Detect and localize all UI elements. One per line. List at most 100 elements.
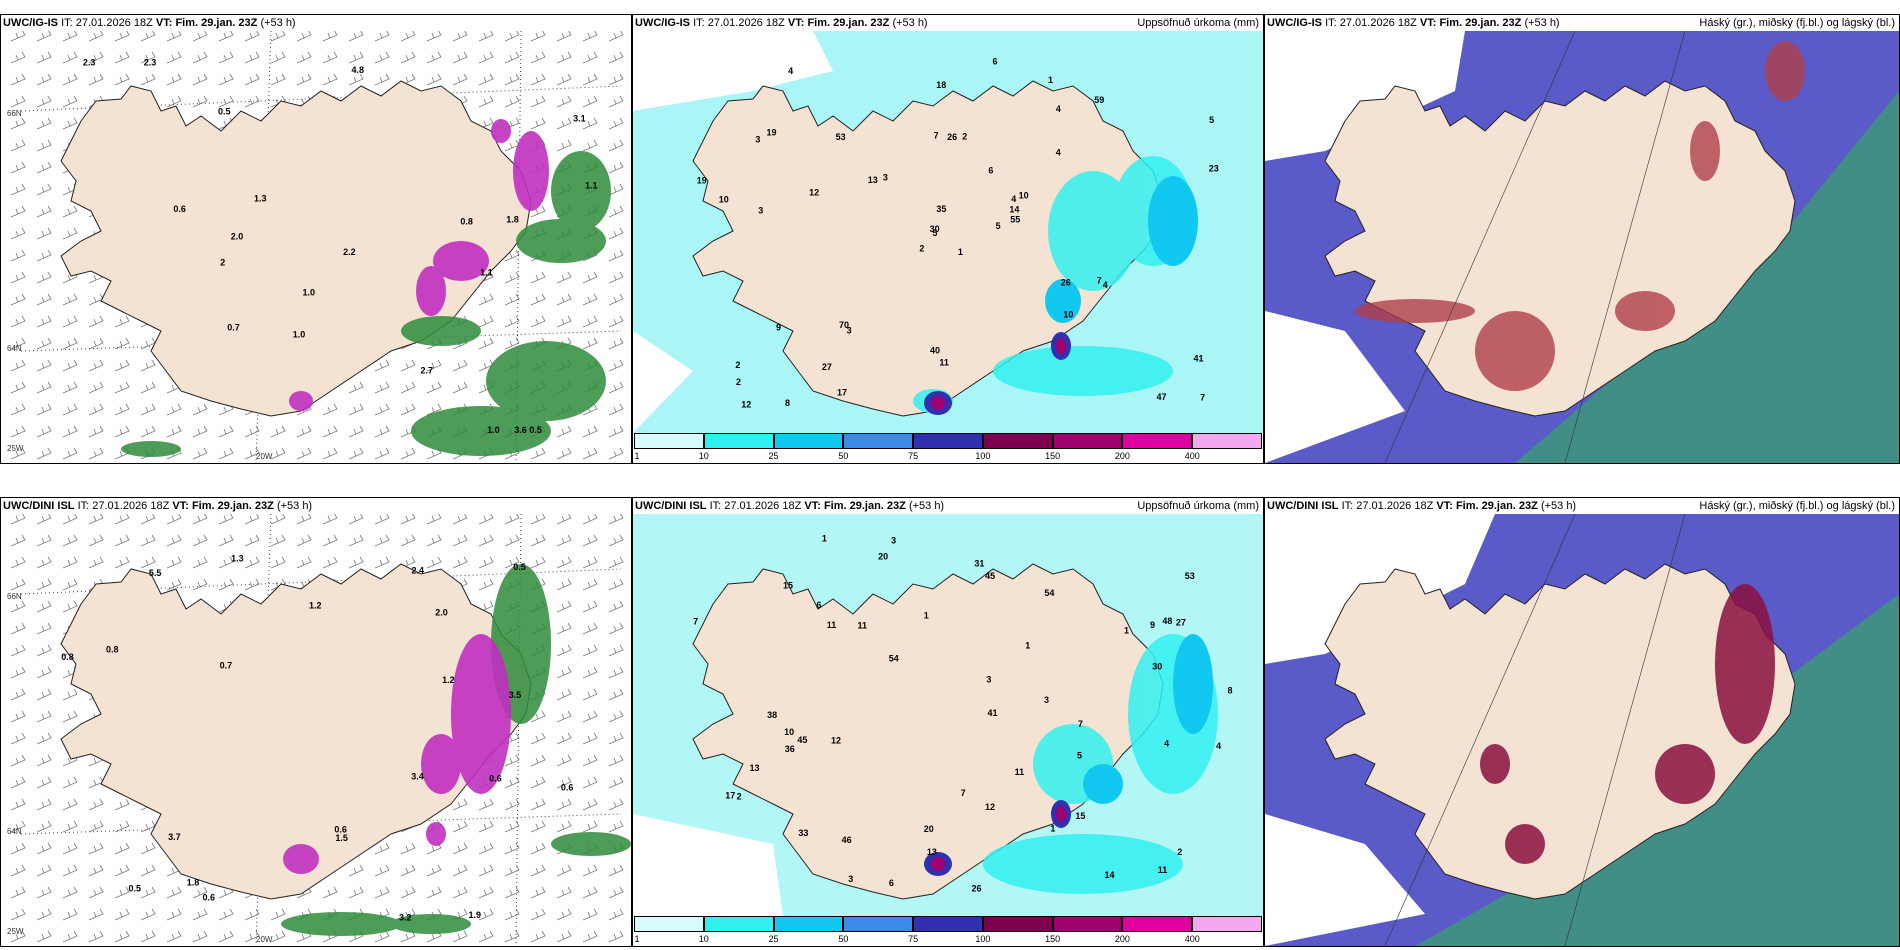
value-label: 8	[785, 398, 790, 408]
vt-value: Fim. 29.jan. 23Z	[175, 17, 258, 29]
cloud-map	[1265, 514, 1899, 946]
value-label: 0.6	[173, 204, 186, 214]
value-label: 3	[847, 325, 852, 335]
model-name: UWC/DINI ISL	[1267, 500, 1339, 512]
colorbar-swatch	[1052, 433, 1123, 449]
value-label: 10	[1019, 191, 1029, 201]
model-name: UWC/IG-IS	[1267, 17, 1322, 29]
value-label: 6	[889, 878, 894, 888]
panel-row2-clouds: UWC/DINI ISL IT: 27.01.2026 18Z VT: Fim.…	[1264, 497, 1900, 947]
value-label: 14	[1009, 205, 1019, 215]
value-label: 0.7	[220, 661, 233, 671]
colorbar-tick: 75	[908, 934, 919, 944]
snow-green-areas	[281, 564, 631, 936]
value-label: 4	[1164, 738, 1169, 748]
value-label: 5.5	[149, 568, 162, 578]
value-label: 11	[939, 358, 949, 368]
model-name: UWC/DINI ISL	[635, 500, 707, 512]
colorbar-swatch	[913, 916, 983, 932]
vt-label: VT:	[787, 17, 805, 29]
value-label: 4	[788, 66, 793, 76]
value-label: 6	[816, 600, 821, 610]
value-label: 2.7	[421, 365, 434, 375]
value-label: 0.7	[227, 323, 240, 333]
value-label: 4.8	[352, 65, 365, 75]
lat-label-66n: 66N	[7, 109, 22, 118]
value-label: 30	[1152, 661, 1162, 671]
clear-sky	[1265, 31, 1465, 463]
colorbar-tick: 25	[768, 934, 779, 944]
value-label: 10	[719, 194, 729, 204]
colorbar: 1 10 25 50 75 100 150 200 400	[633, 916, 1263, 946]
value-label: 59	[1094, 95, 1104, 105]
colorbar-swatch	[1122, 433, 1193, 449]
value-label: 7	[934, 131, 939, 141]
value-label: 2	[735, 360, 740, 370]
lon-label-20w: 20W	[256, 935, 273, 944]
vt-value: Fim. 29.jan. 23Z	[1455, 500, 1538, 512]
panel-row1-wind-snow: UWC/IG-IS IT: 27.01.2026 18Z VT: Fim. 29…	[0, 14, 632, 464]
precip-blue	[1045, 176, 1198, 323]
value-label: 3.1	[573, 113, 586, 123]
value-label: 1.2	[442, 675, 455, 685]
colorbar-swatch	[703, 916, 774, 932]
vt-value: Fim. 29.jan. 23Z	[1439, 17, 1522, 29]
precip-maxima	[924, 800, 1071, 876]
colorbar-swatch	[703, 433, 774, 449]
it-value: 27.01.2026 18Z	[92, 500, 170, 512]
high-cloud-red	[1480, 584, 1775, 864]
lead-time: (+53 h)	[260, 17, 296, 29]
lon-label-20w: 20W	[256, 452, 273, 461]
snow-purple-areas	[289, 119, 549, 411]
value-label: 53	[836, 132, 846, 142]
value-label: 23	[1209, 163, 1219, 173]
value-label: 2.2	[343, 247, 356, 257]
value-label: 41	[988, 708, 998, 718]
value-label: 0.5	[218, 106, 231, 116]
colorbar-tick: 150	[1045, 934, 1061, 944]
value-label: 2.0	[231, 231, 244, 241]
colorbar-swatch	[913, 433, 983, 449]
cloud-map	[1265, 31, 1899, 463]
value-label: 27	[822, 362, 832, 372]
vt-value: Fim. 29.jan. 23Z	[191, 500, 274, 512]
low-cloud-green	[1415, 594, 1899, 946]
value-label: 10	[784, 727, 794, 737]
value-label: 2.3	[144, 58, 157, 68]
value-label: 55	[1010, 215, 1020, 225]
it-value: 27.01.2026 18Z	[707, 17, 785, 29]
colorbar-tick: 50	[838, 934, 849, 944]
colorbar-swatch	[634, 433, 704, 449]
value-label: 47	[1157, 392, 1167, 402]
value-label: 4	[1011, 194, 1016, 204]
colorbar-swatch	[773, 433, 844, 449]
it-label: IT:	[709, 500, 722, 512]
vt-value: Fim. 29.jan. 23Z	[807, 17, 890, 29]
value-label: 13	[868, 175, 878, 185]
precip-blue	[1083, 634, 1213, 804]
value-label: 2	[737, 792, 742, 802]
value-label: 1.0	[303, 288, 316, 298]
value-label: 3.4	[411, 771, 424, 781]
colorbar-tick: 10	[698, 934, 709, 944]
value-label: 1	[1048, 75, 1053, 85]
panel-header: UWC/IG-IS IT: 27.01.2026 18Z VT: Fim. 29…	[1, 15, 631, 31]
value-label: 2	[220, 257, 225, 267]
value-label: 53	[1185, 571, 1195, 581]
value-label: 1.3	[231, 553, 244, 563]
colorbar-swatch	[982, 916, 1053, 932]
precip-value-labels: 1352431245473524876932272610419181026233…	[697, 57, 1219, 410]
value-label: 38	[767, 710, 777, 720]
colorbar-tick: 400	[1184, 934, 1200, 944]
value-label: 15	[1075, 811, 1085, 821]
precip-map: 4111633283712431091511121154136572014204…	[633, 514, 1263, 916]
value-label: 10	[1063, 310, 1073, 320]
value-label: 2.4	[411, 566, 424, 576]
value-label: 2	[1177, 847, 1182, 857]
value-label: 45	[797, 735, 807, 745]
value-label: 3	[891, 536, 896, 546]
value-label: 2.3	[83, 57, 96, 67]
value-label: 35	[936, 204, 946, 214]
it-label: IT:	[693, 17, 705, 29]
panel-header: UWC/IG-IS IT: 27.01.2026 18Z VT: Fim. 29…	[1265, 15, 1899, 31]
